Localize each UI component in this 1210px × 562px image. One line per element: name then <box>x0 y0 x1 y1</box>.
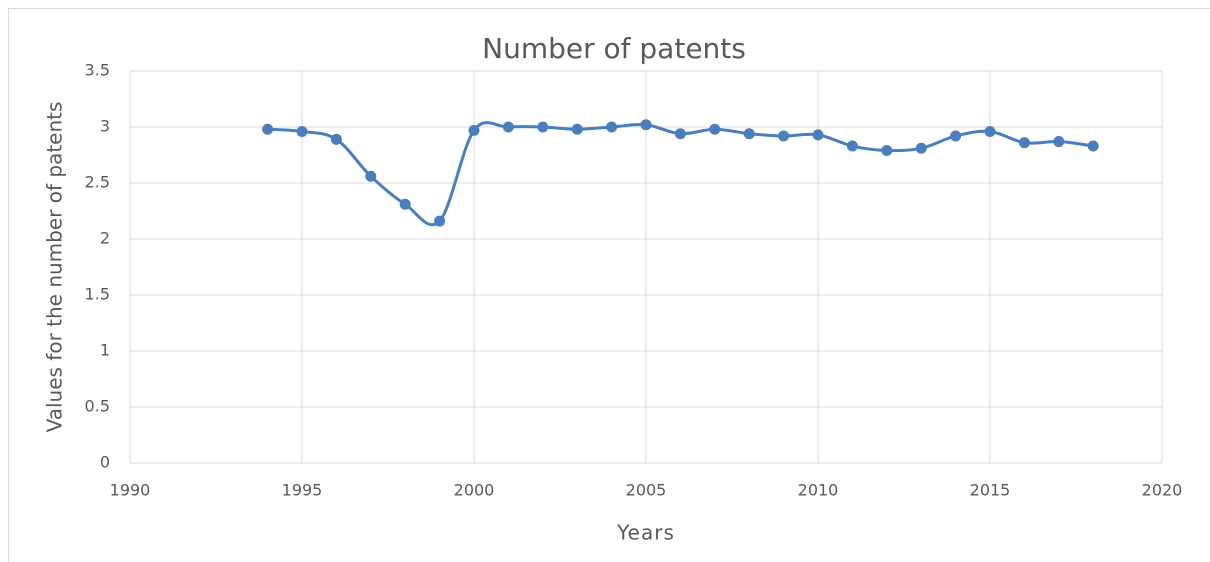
marker <box>1087 140 1099 152</box>
x-tick-label: 2015 <box>970 481 1011 500</box>
y-tick-label: 0.5 <box>85 397 110 416</box>
marker <box>950 130 962 142</box>
y-tick-label: 0 <box>100 453 110 472</box>
y-tick-label: 3 <box>100 117 110 136</box>
marker <box>502 121 514 133</box>
marker <box>468 124 480 136</box>
marker <box>984 125 996 137</box>
marker <box>571 123 583 135</box>
marker <box>262 123 274 135</box>
y-tick-label: 1.5 <box>85 285 110 304</box>
x-tick-label: 2005 <box>626 481 667 500</box>
marker <box>365 170 377 182</box>
chart-title: Number of patents <box>482 32 746 65</box>
marker <box>606 121 618 133</box>
marker <box>915 142 927 154</box>
marker <box>399 198 411 210</box>
marker <box>1018 137 1030 149</box>
marker <box>674 128 686 140</box>
marker <box>1053 136 1065 148</box>
y-axis-title: Values for the number of patents <box>43 102 67 433</box>
y-tick-label: 3.5 <box>85 61 110 80</box>
marker <box>743 128 755 140</box>
marker <box>434 215 446 227</box>
marker <box>330 133 342 145</box>
y-tick-label: 2 <box>100 229 110 248</box>
x-tick-label: 2010 <box>798 481 839 500</box>
x-tick-label: 2020 <box>1142 481 1183 500</box>
x-tick-label: 2000 <box>454 481 495 500</box>
x-axis-title: Years <box>616 521 675 545</box>
marker <box>709 123 721 135</box>
x-tick-label: 1995 <box>282 481 323 500</box>
marker <box>537 121 549 133</box>
y-tick-label: 1 <box>100 341 110 360</box>
marker <box>296 125 308 137</box>
y-tick-label: 2.5 <box>85 173 110 192</box>
marker <box>812 129 824 141</box>
marker <box>846 140 858 152</box>
marker <box>881 145 893 157</box>
x-tick-label: 1990 <box>110 481 151 500</box>
marker <box>640 119 652 131</box>
marker <box>778 130 790 142</box>
chart-border <box>8 8 1210 562</box>
